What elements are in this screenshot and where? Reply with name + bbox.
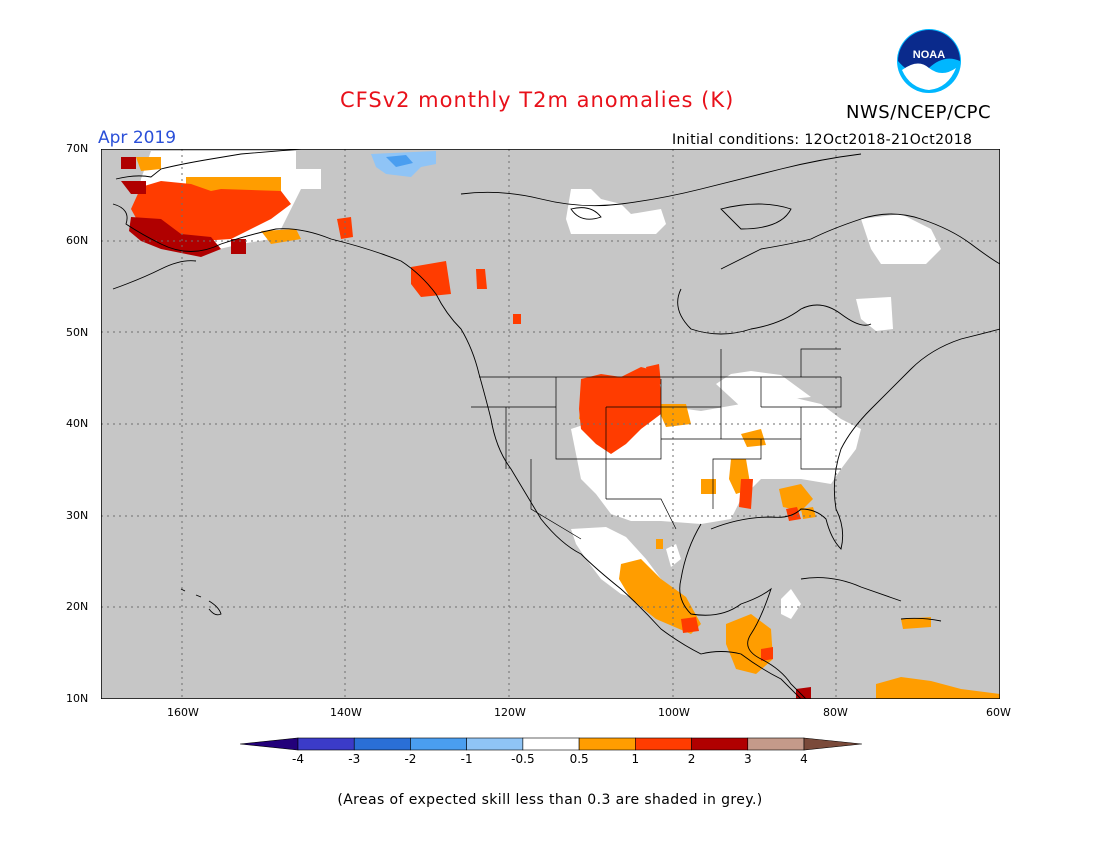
moderate-cold-anomalies — [386, 155, 413, 167]
agency-label: NWS/NCEP/CPC — [846, 102, 992, 123]
colorbar-swatch — [522, 737, 580, 751]
colorbar-swatch — [466, 737, 524, 751]
lat-label-50n: 50N — [66, 326, 89, 339]
colorbar-swatch — [353, 737, 411, 751]
svg-text:NOAA: NOAA — [913, 49, 945, 61]
colorbar-tick-label: -2 — [404, 752, 417, 766]
colorbar-tick-label: -1 — [460, 752, 473, 766]
lat-label-20n: 20N — [66, 600, 89, 613]
lon-label-160w: 160W — [167, 706, 199, 719]
lat-label-60n: 60N — [66, 234, 89, 247]
lon-label-80w: 80W — [823, 706, 848, 719]
coastlines — [112, 149, 1000, 699]
anomaly-map — [101, 149, 1000, 699]
colorbar-swatch — [747, 737, 805, 751]
lon-label-60w: 60W — [986, 706, 1011, 719]
lat-label-70n: 70N — [66, 142, 89, 155]
lon-label-100w: 100W — [658, 706, 690, 719]
colorbar-swatch — [410, 737, 467, 751]
colorbar-swatch — [578, 737, 636, 751]
strong-warm-anomalies — [131, 181, 801, 661]
colorbar-swatch — [691, 737, 749, 751]
colorbar — [240, 737, 862, 751]
skill-footnote: (Areas of expected skill less than 0.3 a… — [337, 792, 763, 808]
colorbar-swatch-max — [803, 737, 862, 751]
colorbar-tick-label: -3 — [348, 752, 361, 766]
lat-label-10n: 10N — [66, 692, 89, 705]
noaa-logo: NOAA — [897, 29, 961, 93]
very-strong-warm-anomalies — [121, 157, 811, 699]
lat-label-40n: 40N — [66, 417, 89, 430]
colorbar-tick-label: 3 — [743, 752, 752, 766]
valid-month: Apr 2019 — [98, 128, 177, 148]
colorbar-tick-label: 2 — [687, 752, 696, 766]
colorbar-tick-label: 4 — [800, 752, 808, 766]
graticule — [101, 149, 1000, 699]
colorbar-tick-label: 0.5 — [569, 752, 589, 766]
lon-label-120w: 120W — [494, 706, 526, 719]
colorbar-tick-label: -4 — [292, 752, 304, 766]
colorbar-swatch-min — [240, 737, 299, 751]
colorbar-tick-label: 1 — [631, 752, 640, 766]
colorbar-tick-label: -0.5 — [511, 752, 535, 766]
initial-conditions: Initial conditions: 12Oct2018-21Oct2018 — [672, 132, 973, 148]
map-title: CFSv2 monthly T2m anomalies (K) — [340, 88, 735, 112]
colorbar-swatch — [297, 737, 355, 751]
lon-label-140w: 140W — [330, 706, 362, 719]
political-boundaries — [471, 348, 842, 540]
colorbar-swatch — [635, 737, 692, 751]
lat-label-30n: 30N — [66, 509, 89, 522]
